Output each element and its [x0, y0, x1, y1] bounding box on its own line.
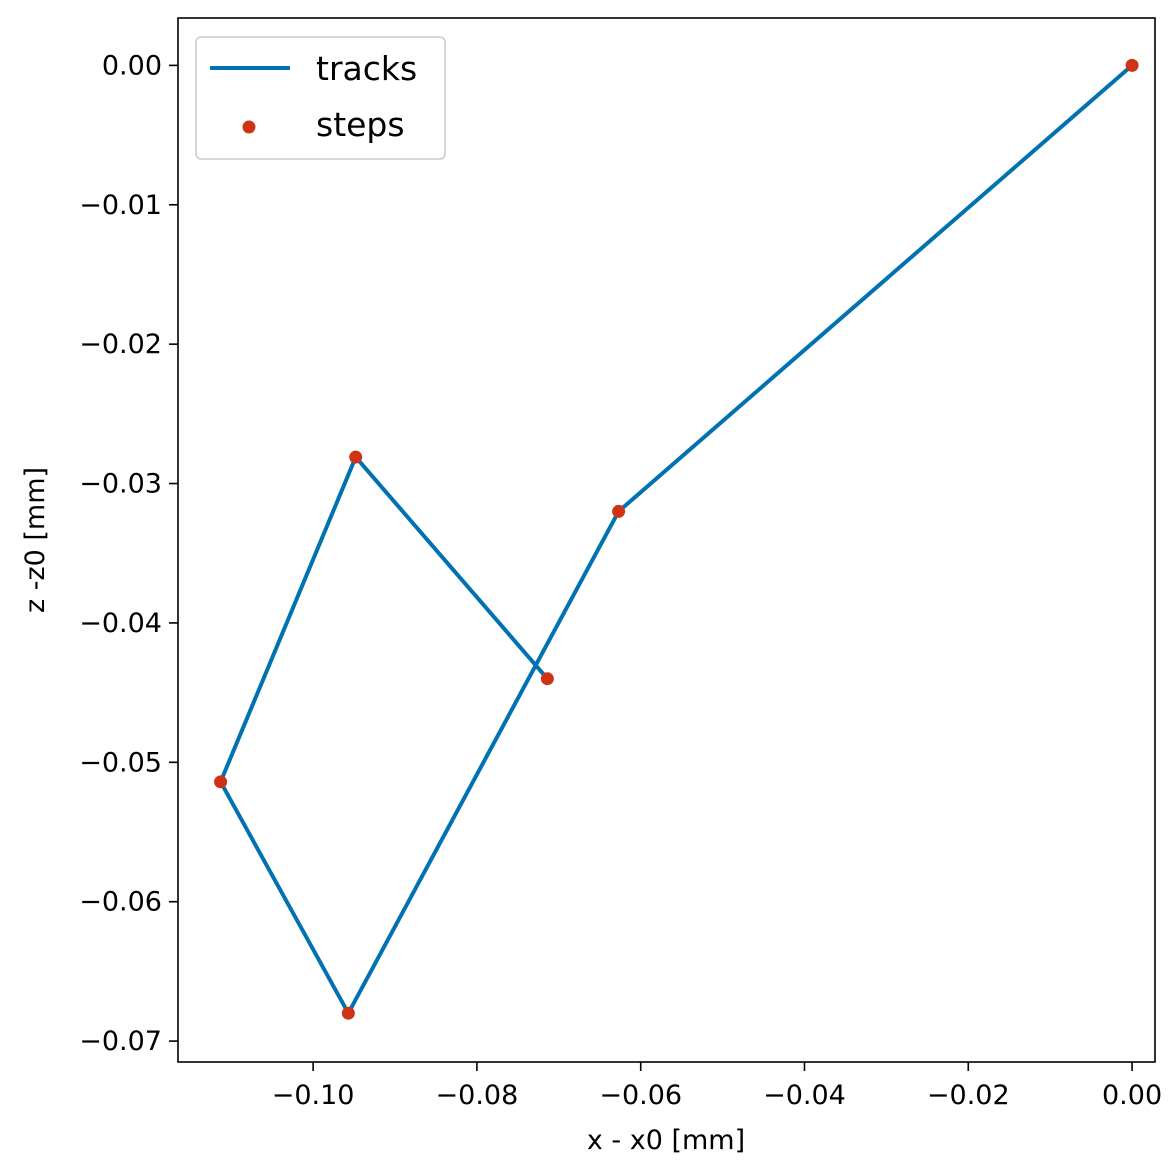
series-layer [214, 58, 1139, 1020]
y-tick-label: −0.02 [79, 329, 162, 360]
x-tick-label: −0.04 [763, 1080, 846, 1111]
plot-area-frame [177, 17, 1156, 1063]
y-tick-label: −0.04 [79, 608, 162, 639]
legend: tracks steps [195, 36, 446, 160]
legend-steps-swatch [242, 120, 256, 134]
y-axis-label: z -z0 [mm] [20, 467, 51, 613]
legend-tracks-label: tracks [316, 49, 417, 88]
y-tick-label: −0.05 [79, 747, 162, 778]
series-point-steps [540, 672, 554, 686]
series-line-tracks [218, 63, 1135, 1016]
series-point-steps [214, 775, 228, 789]
x-axis-label: x - x0 [mm] [587, 1125, 745, 1156]
legend-steps-label: steps [316, 105, 405, 144]
y-tick-label: −0.07 [79, 1026, 162, 1057]
series-point-steps [349, 450, 363, 464]
y-tick-label: −0.03 [79, 469, 162, 500]
series-point-steps [612, 504, 626, 518]
x-tick-label: −0.10 [272, 1080, 355, 1111]
x-tick-label: −0.08 [436, 1080, 519, 1111]
x-tick-label: −0.02 [927, 1080, 1010, 1111]
y-tick-label: −0.01 [79, 190, 162, 221]
x-axis-ticks: −0.10 −0.08 −0.06 −0.04 −0.02 0.00 [272, 1062, 1162, 1111]
y-tick-label: 0.00 [102, 50, 162, 81]
y-tick-label: −0.06 [79, 887, 162, 918]
series-point-steps [1125, 58, 1139, 72]
series-point-steps [341, 1006, 355, 1020]
x-tick-label: 0.00 [1102, 1080, 1162, 1111]
x-tick-label: −0.06 [599, 1080, 682, 1111]
y-axis-ticks: 0.00 −0.01 −0.02 −0.03 −0.04 −0.05 −0.06 −0.07 [79, 50, 178, 1057]
